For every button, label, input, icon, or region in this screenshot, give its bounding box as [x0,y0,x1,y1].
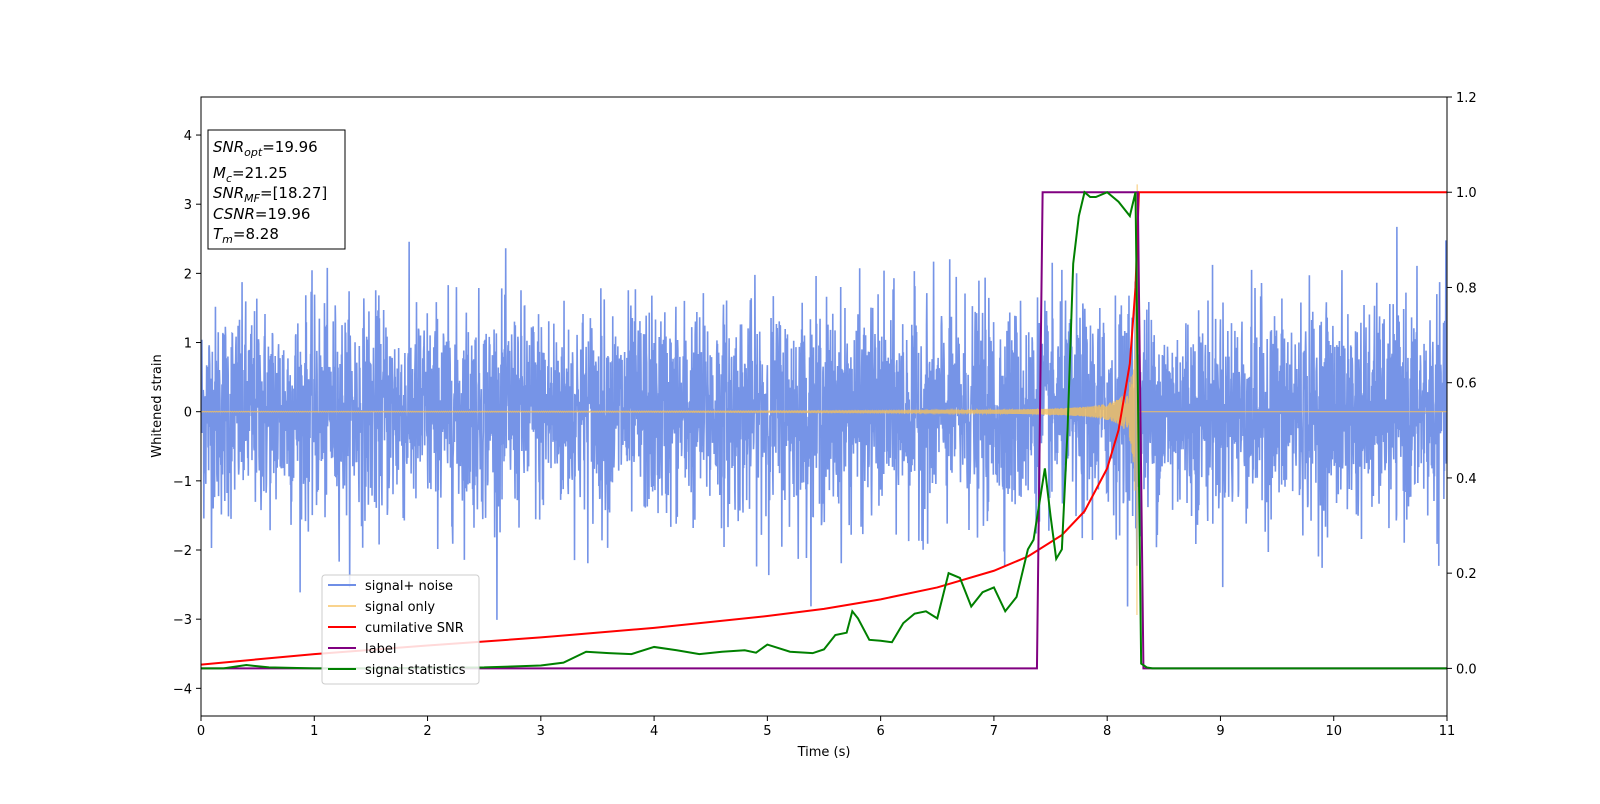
y-right-tick-label: 1.0 [1456,186,1477,201]
x-tick-label: 1 [310,724,318,739]
y-right-tick-label: 0.6 [1456,377,1477,392]
legend-label-signal-statistics: signal statistics [365,663,466,678]
series-line-signal-statistics [201,190,1447,670]
x-axis: 0 1 2 3 4 5 6 7 8 9 10 11 [197,716,1455,739]
legend-box [321,574,480,685]
x-tick-label: 2 [423,724,431,739]
x-tick-label: 5 [763,724,771,739]
y-left-tick-label: 3 [184,198,192,213]
series-line-cumulative-snr [201,191,1447,666]
y-axis-label: Whitened strain [150,354,165,457]
legend: signal+ noise signal only cumilative SNR… [321,574,480,685]
series-line-signal-only [201,184,1447,616]
y-left-tick-label: −3 [173,613,192,628]
y-right-tick-label: 0.4 [1456,472,1477,487]
annotation-box: SNRopt=19.96 Mc=21.25 SNRMF=[18.27] CSNR… [207,129,346,250]
x-tick-label: 9 [1216,724,1224,739]
annotation-chirp-mass: Mc=21.25 [213,164,288,185]
y-right-tick-label: 1.2 [1456,91,1477,106]
legend-label-cumulative-snr: cumilative SNR [365,621,464,636]
x-tick-label: 0 [197,724,205,739]
x-tick-label: 3 [537,724,545,739]
x-tick-label: 7 [990,724,998,739]
x-tick-label: 10 [1325,724,1342,739]
y-right-tick-label: 0.0 [1456,662,1477,677]
y-axis-right: 0.0 0.2 0.4 0.6 0.8 1.0 1.2 [1447,91,1477,677]
y-left-tick-label: 2 [184,267,192,282]
y-right-tick-label: 0.2 [1456,567,1477,582]
x-tick-label: 8 [1103,724,1111,739]
legend-label-signal-noise: signal+ noise [365,579,453,594]
x-tick-label: 6 [876,724,884,739]
y-right-tick-label: 0.8 [1456,281,1477,296]
series-layer [201,184,1447,670]
y-left-tick-label: 1 [184,337,192,352]
y-axis-left: −4 −3 −2 −1 0 1 2 3 4 [173,129,201,697]
y-left-tick-label: −4 [173,682,192,697]
series-line-signal-noise [201,215,1447,620]
x-axis-label: Time (s) [797,745,851,760]
x-tick-label: 4 [650,724,658,739]
legend-label-label: label [365,642,396,657]
legend-label-signal-only: signal only [365,600,435,615]
annotation-snr-opt: SNRopt=19.96 [213,138,318,159]
y-left-tick-label: 4 [184,129,192,144]
y-left-tick-label: 0 [184,406,192,421]
annotation-csnr: CSNR=19.96 [213,205,310,223]
annotation-merger-time: Tm=8.28 [213,225,279,246]
x-tick-label: 11 [1439,724,1456,739]
annotation-snr-mf: SNRMF=[18.27] [213,184,327,205]
y-left-tick-label: −2 [173,544,192,559]
y-left-tick-label: −1 [173,475,192,490]
plot-frame [200,96,1448,717]
